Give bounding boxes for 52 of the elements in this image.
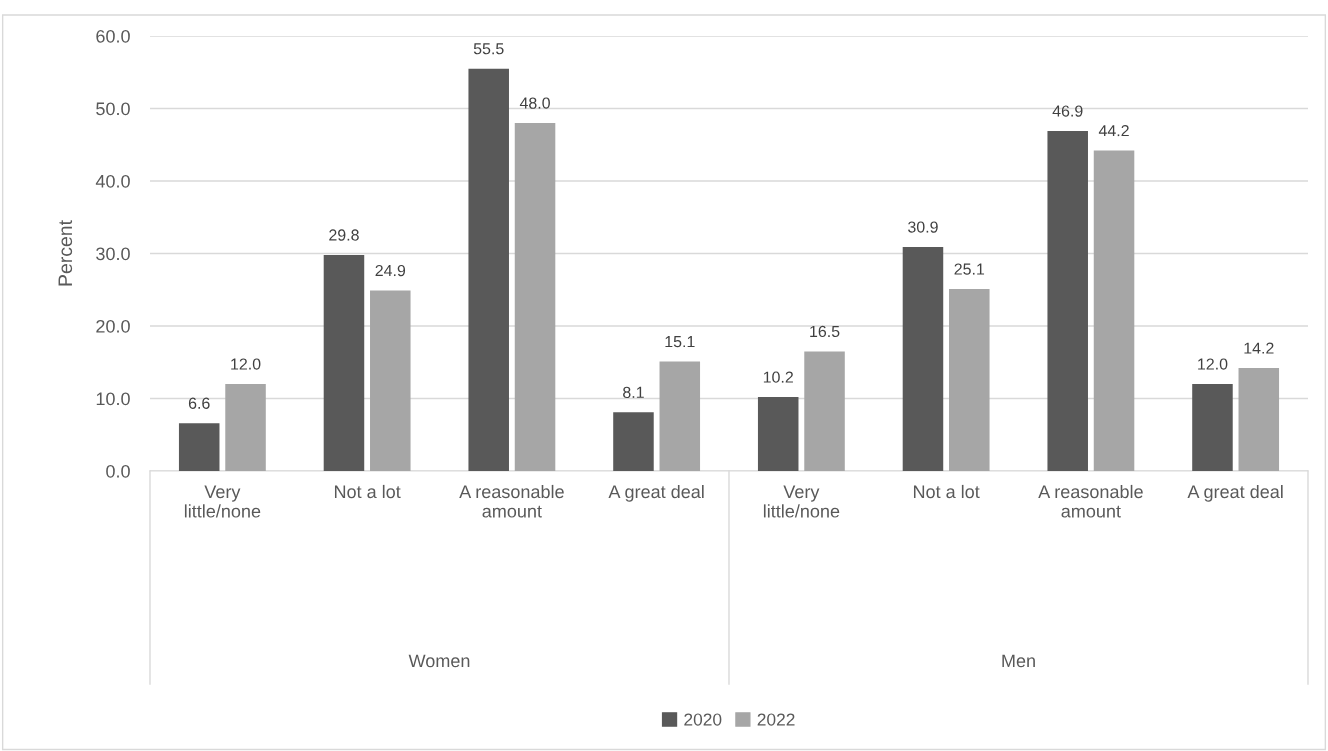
data-label: 29.8 <box>329 229 359 241</box>
x-tick-label: Very little/none <box>184 485 261 518</box>
bar <box>178 423 220 471</box>
bar <box>225 384 266 471</box>
bar <box>902 246 944 471</box>
bar <box>949 289 990 471</box>
bar <box>1093 150 1135 471</box>
y-tick-label: 50.0 <box>96 102 130 116</box>
bar <box>804 351 845 471</box>
data-label: 44.2 <box>1098 124 1129 137</box>
y-tick-label: 40.0 <box>95 174 130 188</box>
bar <box>613 412 654 471</box>
data-label: 16.5 <box>810 325 840 338</box>
y-tick-label: 20.0 <box>96 319 130 333</box>
y-tick-label: 30.0 <box>96 247 130 261</box>
data-label: 14.2 <box>1244 342 1274 354</box>
bar <box>1192 384 1233 471</box>
x-tick-label: Not a lot <box>334 484 401 499</box>
y-tick-label: 60.0 <box>96 29 130 43</box>
bar <box>659 361 701 471</box>
bar <box>323 254 365 471</box>
data-label: 48.0 <box>519 97 550 109</box>
bar <box>757 397 799 471</box>
data-label: 25.1 <box>954 263 985 275</box>
x-tick-label: Very little/none <box>763 485 840 518</box>
x-tick-label: A reasonable amount <box>1038 484 1143 518</box>
text: Women <box>408 654 470 668</box>
x-tick-label: A great deal <box>1187 484 1283 502</box>
data-label: 46.9 <box>1052 105 1083 117</box>
x-tick-label: A reasonable amount <box>459 484 564 518</box>
data-label: 8.1 <box>623 386 644 399</box>
y-tick-label: 0.0 <box>106 464 130 478</box>
data-label: 6.6 <box>188 397 210 409</box>
bar <box>1047 130 1088 471</box>
data-label: 15.1 <box>665 336 695 348</box>
legend-label: 2020 <box>684 713 722 726</box>
y-tick-label: 10.0 <box>96 392 130 406</box>
bar <box>1238 368 1280 471</box>
data-label: 10.2 <box>763 371 793 383</box>
data-label: 12.0 <box>231 358 261 370</box>
data-label: 12.0 <box>1198 358 1228 370</box>
bar <box>514 123 556 471</box>
data-label: 55.5 <box>473 43 504 55</box>
data-label: 24.9 <box>375 264 406 277</box>
x-tick-label: Not a lot <box>913 484 980 499</box>
y-axis-title: Percent <box>58 220 73 286</box>
text: Men <box>1002 654 1035 668</box>
bar <box>468 68 509 471</box>
legend-label: 2022 <box>757 713 795 726</box>
bar <box>370 290 411 471</box>
x-tick-label: A great deal <box>608 484 704 502</box>
data-label: 30.9 <box>908 221 938 233</box>
